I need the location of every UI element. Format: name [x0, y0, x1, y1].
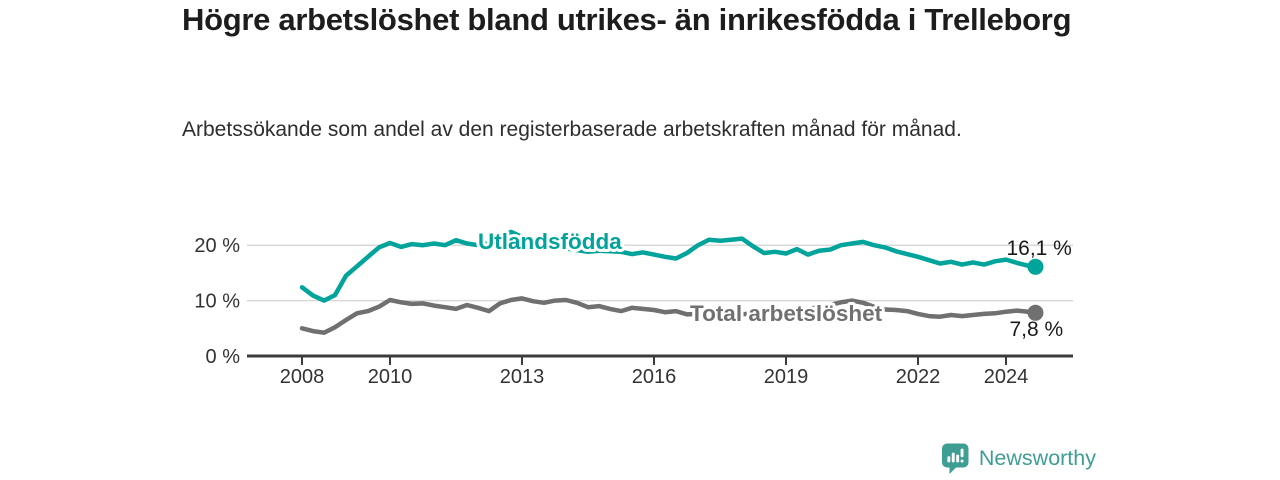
x-axis-label-2024: 2024 [984, 366, 1029, 388]
bar-chart-speech-bubble-icon [941, 443, 969, 474]
series-label-total: Total arbetslöshet [690, 301, 883, 326]
series-end-dot-utlandsfodda [1027, 258, 1044, 275]
x-axis-label-2022: 2022 [896, 366, 941, 388]
series-line-utlandsfodda [299, 229, 1038, 303]
newsworthy-logo[interactable]: Newsworthy [941, 443, 1096, 474]
series-end-value-total: 7,8 % [1009, 318, 1063, 341]
y-axis-label-0: 0 % [206, 346, 241, 368]
brand-name: Newsworthy [978, 446, 1096, 470]
series-line-total [299, 296, 1038, 335]
series-end-value-utlandsfodda: 16,1 % [1006, 237, 1071, 260]
x-axis-label-2019: 2019 [764, 366, 809, 388]
y-axis-label-10: 10 % [194, 291, 240, 313]
x-axis-label-2008: 2008 [280, 366, 325, 388]
x-axis-label-2013: 2013 [500, 366, 545, 388]
x-axis-label-2016: 2016 [632, 366, 677, 388]
y-axis-label-20: 20 % [194, 235, 240, 257]
x-axis-label-2010: 2010 [368, 366, 413, 388]
series-end-dot-total [1027, 304, 1044, 321]
chart-subtitle: Arbetssökande som andel av den registerb… [182, 118, 962, 141]
series-label-utlandsfodda: Utlandsfödda [478, 229, 622, 254]
chart-title: Högre arbetslöshet bland utrikes- än inr… [182, 2, 1072, 37]
